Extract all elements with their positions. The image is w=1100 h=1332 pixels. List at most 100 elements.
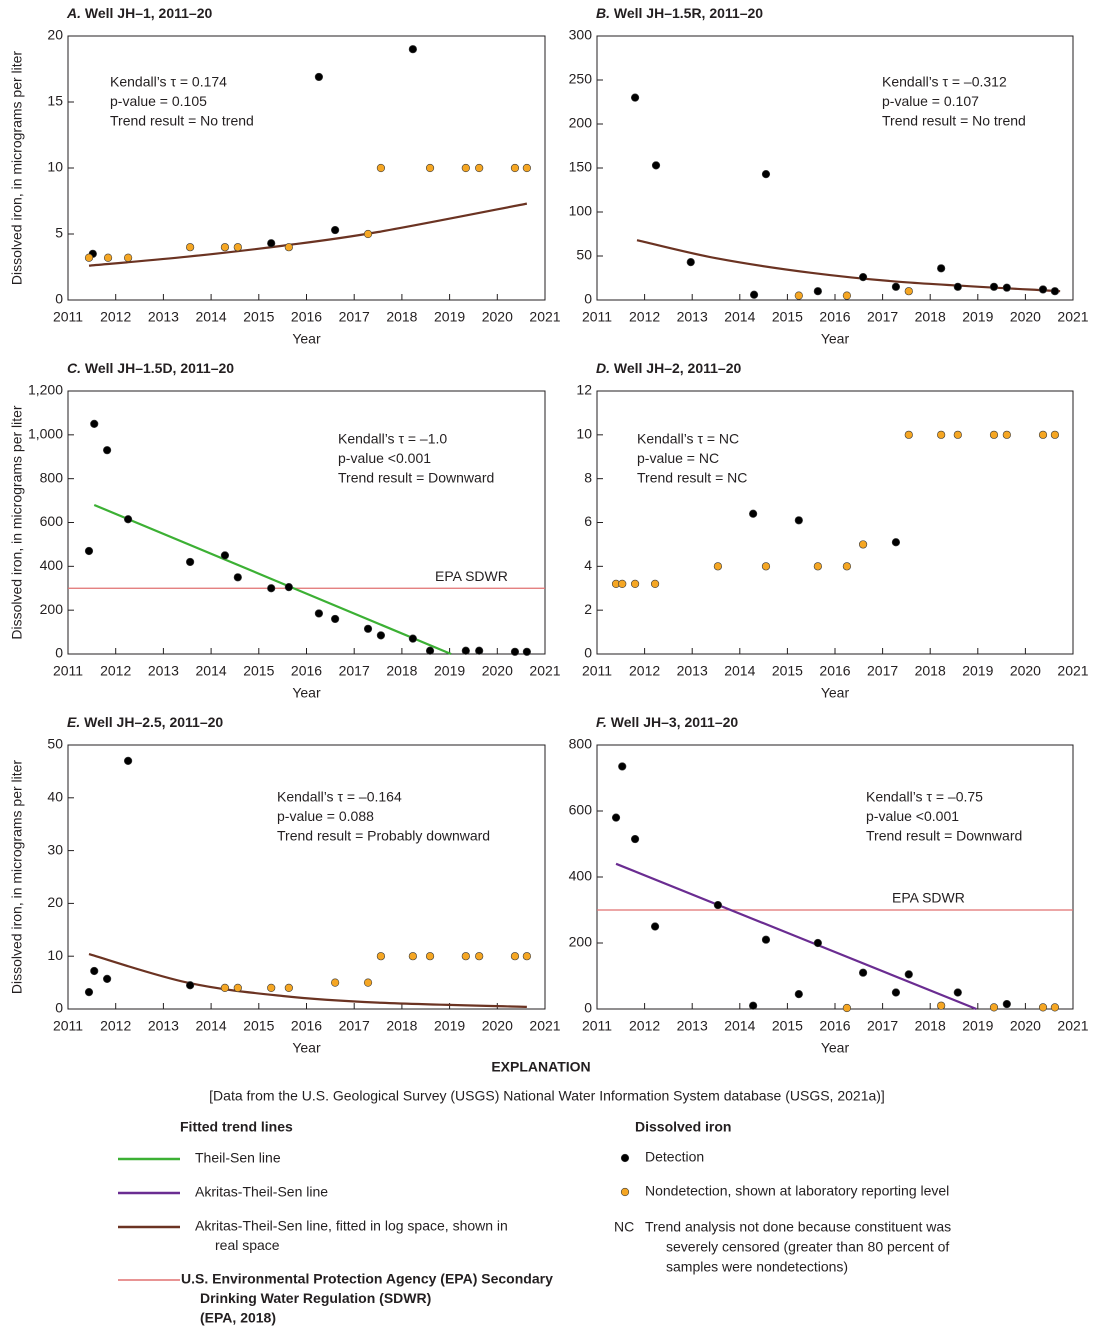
data-point bbox=[408, 634, 417, 643]
x-tick-label: 2013 bbox=[677, 1018, 708, 1034]
data-point bbox=[842, 1003, 852, 1013]
data-point bbox=[713, 900, 723, 910]
x-tick-label: 2019 bbox=[962, 663, 993, 679]
data-point bbox=[461, 646, 470, 655]
data-point bbox=[522, 163, 531, 173]
panel: B. Well JH–1.5R, 2011–20 0 50 100 150 200 250 3… bbox=[569, 5, 1089, 347]
trend-line bbox=[615, 862, 977, 1011]
data-point bbox=[618, 579, 627, 588]
x-tick-label: 2012 bbox=[100, 663, 131, 679]
data-point bbox=[425, 952, 435, 961]
data-point bbox=[749, 509, 758, 518]
y-tick-label: 15 bbox=[47, 93, 63, 109]
panel: D. Well JH–2, 2011–20 0 2 4 6 8 10 12 2011 2012 20… bbox=[576, 360, 1088, 701]
x-tick-label: 2021 bbox=[529, 309, 560, 325]
y-tick-label: 0 bbox=[55, 291, 63, 307]
y-tick-label: 5 bbox=[55, 225, 63, 241]
data-point bbox=[891, 538, 901, 547]
y-tick-label: 0 bbox=[584, 291, 592, 307]
data-point bbox=[761, 935, 771, 944]
data-point bbox=[630, 579, 640, 588]
x-tick-label: 2011 bbox=[53, 309, 83, 325]
x-tick-label: 2013 bbox=[148, 309, 179, 325]
data-point bbox=[953, 430, 962, 439]
data-point bbox=[1050, 430, 1060, 439]
x-tick-label: 2012 bbox=[629, 663, 660, 679]
data-point bbox=[84, 546, 94, 556]
y-tick-label: 800 bbox=[569, 736, 593, 752]
data-point bbox=[84, 988, 94, 997]
x-tick-label: 2014 bbox=[724, 309, 755, 325]
data-point bbox=[522, 952, 531, 961]
data-point bbox=[651, 161, 661, 170]
y-tick-label: 2 bbox=[584, 601, 592, 617]
x-axis-label: Year bbox=[292, 331, 321, 347]
x-tick-label: 2016 bbox=[819, 1018, 850, 1034]
panel-title: E. Well JH–2.5, 2011–20 bbox=[67, 714, 223, 730]
x-tick-label: 2017 bbox=[339, 1018, 370, 1034]
panel-letter: F. bbox=[596, 714, 607, 730]
data-point bbox=[858, 273, 868, 282]
trend-line bbox=[88, 953, 527, 1008]
data-point bbox=[284, 983, 293, 992]
nc-label: samples were nondetections) bbox=[666, 1259, 848, 1275]
data-point bbox=[749, 1001, 758, 1010]
data-point bbox=[220, 551, 230, 560]
nc-symbol: NC bbox=[614, 1219, 634, 1235]
x-tick-label: 2014 bbox=[724, 1018, 755, 1034]
data-point bbox=[267, 983, 276, 992]
data-point bbox=[1002, 283, 1011, 292]
x-tick-label: 2018 bbox=[386, 663, 417, 679]
data-point bbox=[220, 983, 230, 992]
trend-statistic: p-value <0.001 bbox=[338, 450, 431, 466]
y-axis-label: Dissolved iron, in micrograms per liter bbox=[9, 51, 25, 286]
data-point bbox=[376, 952, 386, 961]
legend-label: U.S. Environmental Protection Agency (EP… bbox=[181, 1271, 553, 1287]
panel-letter: E. bbox=[67, 714, 80, 730]
nc-label: severely censored (greater than 80 perce… bbox=[666, 1239, 949, 1255]
data-point bbox=[84, 253, 94, 262]
data-point bbox=[1038, 430, 1048, 439]
data-point bbox=[331, 614, 340, 624]
y-axis-label: Dissolved iron, in micrograms per liter bbox=[9, 760, 25, 995]
data-point bbox=[713, 562, 723, 571]
x-tick-label: 2012 bbox=[629, 1018, 660, 1034]
trend-statistic: Trend result = Downward bbox=[338, 470, 494, 486]
panel-name: Well JH–2, 2011–20 bbox=[614, 360, 742, 376]
x-tick-label: 2016 bbox=[291, 663, 322, 679]
legend-label: real space bbox=[215, 1237, 280, 1253]
x-tick-label: 2015 bbox=[243, 1018, 274, 1034]
panel-letter: A. bbox=[66, 5, 81, 21]
x-tick-label: 2018 bbox=[386, 1018, 417, 1034]
x-tick-label: 2015 bbox=[772, 1018, 803, 1034]
y-tick-label: 0 bbox=[55, 645, 63, 661]
x-tick-label: 2017 bbox=[339, 309, 370, 325]
x-tick-label: 2012 bbox=[100, 1018, 131, 1034]
panel-name: Well JH–2.5, 2011–20 bbox=[84, 714, 223, 730]
trend-statistic: p-value = 0.107 bbox=[882, 93, 979, 109]
data-point bbox=[233, 983, 242, 992]
legend-heading: Fitted trend lines bbox=[180, 1119, 293, 1135]
panel-title: B. Well JH–1.5R, 2011–20 bbox=[596, 5, 763, 21]
panel-title: F. Well JH–3, 2011–20 bbox=[596, 714, 738, 730]
nc-label: Trend analysis not done because constitu… bbox=[645, 1219, 951, 1235]
y-tick-label: 20 bbox=[47, 894, 63, 910]
x-tick-label: 2017 bbox=[867, 309, 898, 325]
data-point bbox=[842, 291, 852, 300]
x-tick-label: 2021 bbox=[529, 663, 560, 679]
x-tick-label: 2015 bbox=[772, 309, 803, 325]
x-axis-label: Year bbox=[821, 685, 850, 701]
data-point bbox=[794, 291, 803, 300]
panel: C. Well JH–1.5D, 2011–20 0 200 400 600 800 1,0… bbox=[9, 360, 561, 701]
x-tick-label: 2020 bbox=[482, 1018, 513, 1034]
y-axis-label: Dissolved iron, in micrograms per liter bbox=[9, 405, 25, 640]
data-point bbox=[522, 647, 531, 656]
y-tick-label: 600 bbox=[40, 513, 64, 529]
panel-name: Well JH–1.5D, 2011–20 bbox=[85, 360, 234, 376]
x-tick-label: 2018 bbox=[386, 309, 417, 325]
x-tick-label: 2015 bbox=[772, 663, 803, 679]
x-tick-label: 2019 bbox=[434, 663, 465, 679]
y-tick-label: 50 bbox=[47, 736, 63, 752]
trend-statistic: p-value = 0.105 bbox=[110, 93, 207, 109]
x-tick-label: 2020 bbox=[1010, 309, 1041, 325]
